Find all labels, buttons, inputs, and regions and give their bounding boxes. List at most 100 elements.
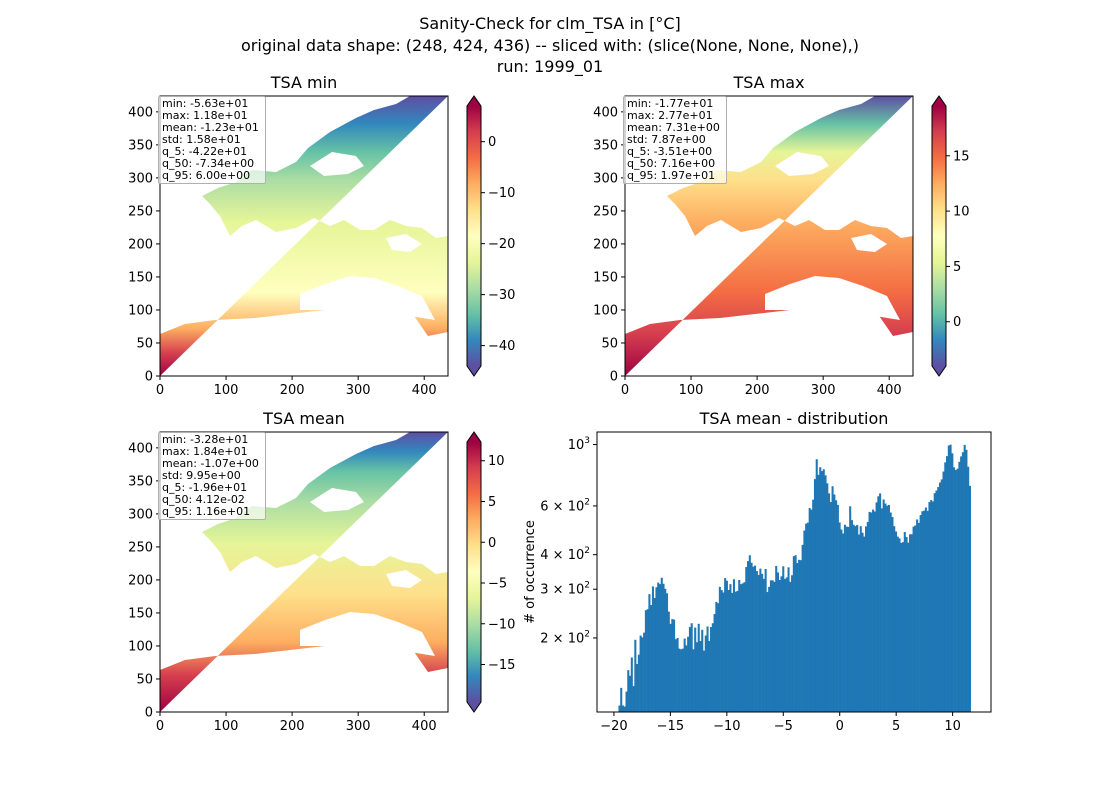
x-axis: −20 −15 −10 −5 0 5 10 [600, 712, 961, 734]
histogram-bar [629, 675, 632, 712]
colorbar-extend-top [932, 96, 946, 106]
histogram-bar [717, 603, 720, 712]
colorbar-extend-bottom [932, 366, 946, 376]
colorbar-tick-label: −10 [488, 186, 515, 201]
colorbar-tick-label: 15 [953, 149, 970, 164]
sea-region [300, 612, 435, 656]
histogram-bar [789, 581, 792, 712]
colorbar-tick-label: 5 [488, 495, 496, 510]
histogram-bar [907, 542, 910, 712]
histogram-bar [711, 623, 714, 712]
histogram-bar [937, 487, 940, 712]
colorbar-ticks: 0 −10 −20 −30 −40 [481, 135, 515, 354]
histogram-bar [829, 501, 832, 712]
colorbar-min: 0 −10 −20 −30 −40 [466, 95, 515, 377]
histogram-bar [900, 542, 903, 712]
histogram-bar [708, 640, 711, 712]
histogram-bar [882, 499, 885, 712]
y-tick-label: 100 [128, 639, 153, 654]
sea-region [386, 570, 422, 588]
histogram-bar [683, 638, 686, 712]
histogram-bar [886, 505, 889, 712]
histogram-bar [702, 650, 706, 712]
y-tick-label: 50 [136, 336, 153, 351]
colorbar-extend-top [467, 432, 481, 442]
histogram-bar [828, 493, 831, 712]
histogram-bar [836, 504, 839, 712]
colorbar-body [932, 106, 946, 366]
histogram-bar [736, 590, 739, 712]
colorbar-tick-label: 10 [488, 454, 505, 469]
histogram-bar [625, 691, 628, 712]
histogram-bar [643, 632, 646, 712]
histogram-bar [727, 590, 730, 712]
histogram-bar [817, 474, 820, 712]
histogram-bar [905, 537, 908, 712]
y-tick-label: 103 [568, 436, 590, 453]
histogram-bar [859, 526, 862, 712]
y-tick-label: 200 [128, 237, 153, 252]
histogram-bar [942, 471, 945, 712]
histogram-bar [810, 509, 813, 712]
histogram-bar [766, 592, 769, 712]
y-tick-label: 350 [593, 138, 618, 153]
y-tick-label: 300 [128, 507, 153, 522]
colorbar-tick-label: 5 [953, 260, 961, 275]
stat-line: q_95: 1.97e+01 [627, 169, 716, 182]
histogram-bar [893, 526, 896, 712]
suptitle-line-1: Sanity-Check for clm_TSA in [°C] [419, 14, 681, 34]
y-tick-label: 400 [128, 105, 153, 120]
y-tick-label: 350 [128, 138, 153, 153]
histogram-bar [891, 517, 894, 712]
histogram-bar [743, 582, 746, 712]
histogram-bar [870, 512, 873, 712]
histogram-bar [791, 575, 794, 712]
histogram-bar [887, 504, 890, 712]
histogram-bar [776, 572, 780, 712]
stat-line: q_50: -7.34e+00 [162, 157, 255, 170]
histogram-bar [794, 555, 797, 712]
stat-line: mean: 7.31e+00 [627, 121, 720, 134]
histogram-bar [838, 522, 841, 712]
histogram-bar [639, 635, 642, 712]
histogram-bar [847, 526, 850, 712]
histogram-bar [641, 637, 644, 712]
map-title: TSA max [732, 73, 804, 92]
colorbar-tick-label: 10 [953, 205, 970, 220]
x-tick-label: −15 [657, 719, 684, 734]
histogram-bar [930, 500, 933, 712]
histogram-bar [750, 562, 753, 712]
histogram-bar [667, 611, 670, 712]
histogram-bar [931, 501, 934, 712]
histogram-bar [764, 568, 767, 712]
histogram-bar [806, 522, 809, 712]
x-tick-label: 300 [811, 383, 836, 398]
x-tick-label: 300 [346, 719, 371, 734]
histogram-title: TSA mean - distribution [699, 409, 889, 428]
histogram-bar [674, 639, 677, 712]
histogram-bar [646, 609, 649, 712]
histogram-bar [752, 566, 755, 712]
sea-region [310, 488, 364, 512]
histogram-bar [875, 502, 878, 712]
y-tick-label: 4 × 102 [540, 546, 590, 563]
histogram-bar [805, 523, 808, 712]
histogram-bar [653, 597, 656, 712]
histogram-bar [813, 479, 816, 712]
histogram-bar [720, 590, 723, 712]
histogram-bar [921, 511, 924, 712]
histogram-bar [695, 642, 699, 712]
x-tick-label: −10 [713, 719, 740, 734]
histogram-bar [792, 556, 795, 712]
histogram-bar [650, 605, 653, 712]
y-tick-label: 0 [610, 370, 618, 385]
stat-line: q_95: 1.16e+01 [162, 505, 251, 518]
stat-line: q_50: 4.12e-02 [162, 493, 245, 506]
histogram-bar [780, 576, 783, 712]
histogram-bar [803, 530, 806, 712]
y-tick-label: 200 [593, 237, 618, 252]
histogram-bar [748, 555, 751, 712]
histogram-bar [627, 670, 630, 712]
histogram-bar [954, 470, 957, 712]
histogram-bar [785, 577, 788, 712]
